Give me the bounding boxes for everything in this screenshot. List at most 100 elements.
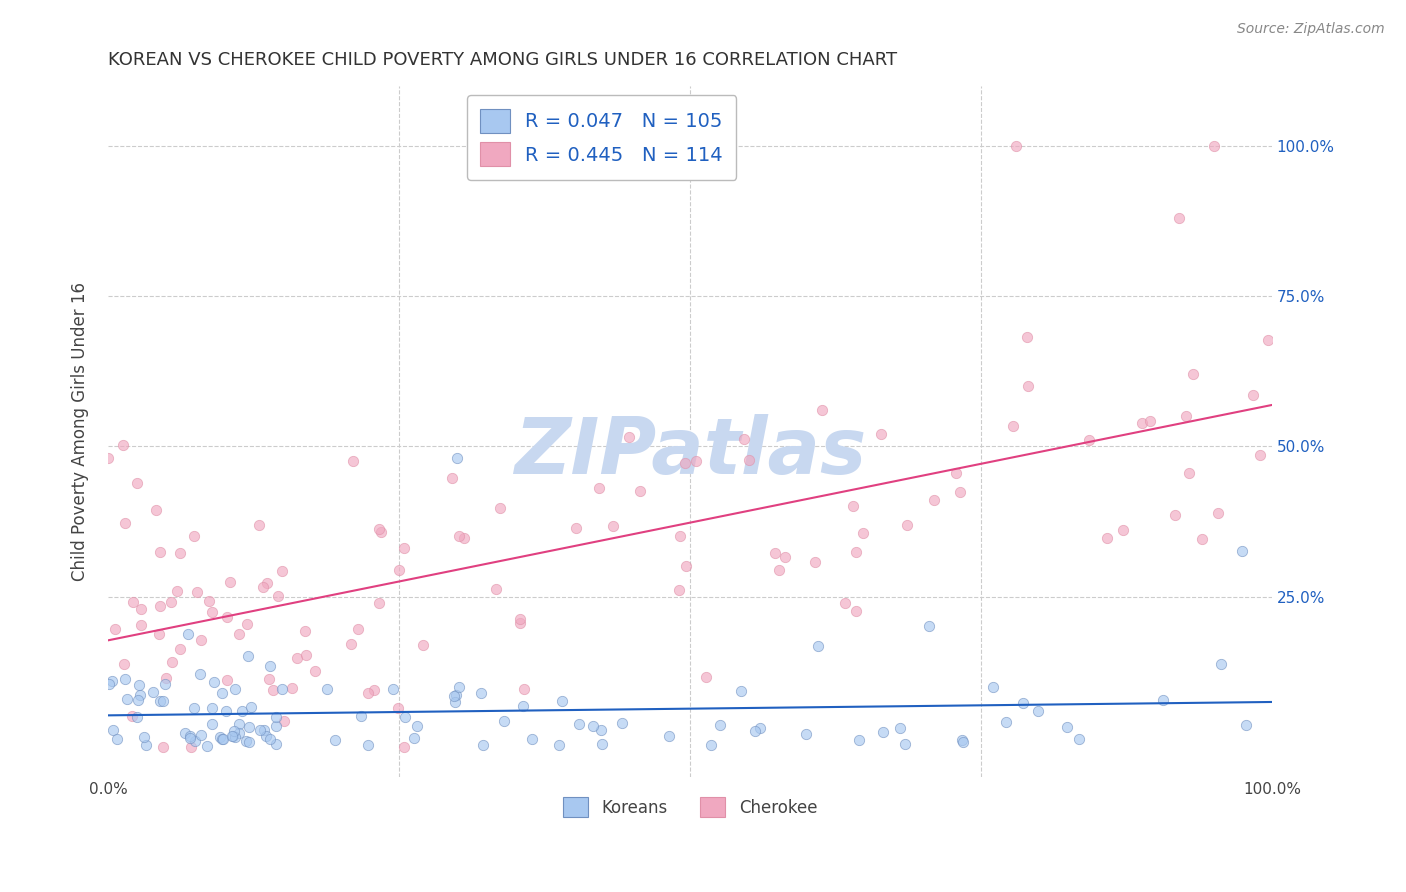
Point [1015,330,1038,344]
Point [617,430,640,444]
Point [98,677,121,691]
Point [392,541,415,556]
Point [228,716,250,731]
Point [1152,693,1174,707]
Point [190,632,212,647]
Point [1211,657,1233,671]
Point [551,694,574,708]
Point [281,681,304,696]
Point [387,700,409,714]
Point [1011,696,1033,710]
Point [183,700,205,714]
Point [952,735,974,749]
Point [179,729,201,743]
Point [238,720,260,734]
Point [404,731,426,745]
Point [845,545,868,559]
Point [983,680,1005,694]
Point [247,518,270,533]
Point [295,648,318,663]
Point [347,622,370,636]
Point [602,519,624,533]
Point [363,683,385,698]
Point [179,731,201,745]
Point [512,699,534,714]
Point [449,529,471,543]
Point [388,562,411,576]
Point [323,733,346,747]
Point [160,655,183,669]
Point [128,678,150,692]
Point [612,715,634,730]
Point [1097,531,1119,545]
Point [470,686,492,700]
Point [949,484,972,499]
Point [548,738,571,752]
Point [775,549,797,564]
Point [1191,532,1213,546]
Point [152,739,174,754]
Point [97,450,120,465]
Point [1139,414,1161,428]
Point [114,672,136,686]
Point [259,731,281,746]
Point [744,723,766,738]
Legend: Koreans, Cherokee: Koreans, Cherokee [555,790,824,824]
Point [357,686,380,700]
Point [804,556,827,570]
Point [166,584,188,599]
Point [105,732,128,747]
Point [104,623,127,637]
Point [444,688,467,702]
Point [794,727,817,741]
Point [1077,433,1099,447]
Point [492,714,515,729]
Point [152,693,174,707]
Point [121,709,143,723]
Point [811,402,834,417]
Point [896,517,918,532]
Point [1005,138,1028,153]
Point [304,664,326,678]
Point [443,690,465,704]
Point [129,601,152,615]
Point [235,733,257,747]
Point [749,721,772,735]
Point [112,438,135,452]
Point [190,728,212,742]
Text: KOREAN VS CHEROKEE CHILD POVERTY AMONG GIRLS UNDER 16 CORRELATION CHART: KOREAN VS CHEROKEE CHILD POVERTY AMONG G… [108,51,897,69]
Point [239,699,262,714]
Point [509,616,531,631]
Point [872,724,894,739]
Point [294,624,316,638]
Point [357,738,380,752]
Point [582,719,605,733]
Point [186,585,208,599]
Point [256,576,278,591]
Point [149,545,172,559]
Point [188,666,211,681]
Point [228,627,250,641]
Point [127,710,149,724]
Point [253,723,276,737]
Point [211,731,233,746]
Point [142,685,165,699]
Point [115,692,138,706]
Point [845,604,868,618]
Point [1002,419,1025,434]
Point [1178,466,1201,480]
Point [668,582,690,597]
Point [447,680,470,694]
Point [270,681,292,696]
Point [273,714,295,728]
Point [588,481,610,495]
Point [1017,378,1039,392]
Point [700,739,723,753]
Y-axis label: Child Poverty Among Girls Under 16: Child Poverty Among Girls Under 16 [72,282,89,581]
Point [201,605,224,619]
Point [271,564,294,578]
Point [224,724,246,739]
Point [471,738,494,752]
Point [153,676,176,690]
Point [1067,732,1090,747]
